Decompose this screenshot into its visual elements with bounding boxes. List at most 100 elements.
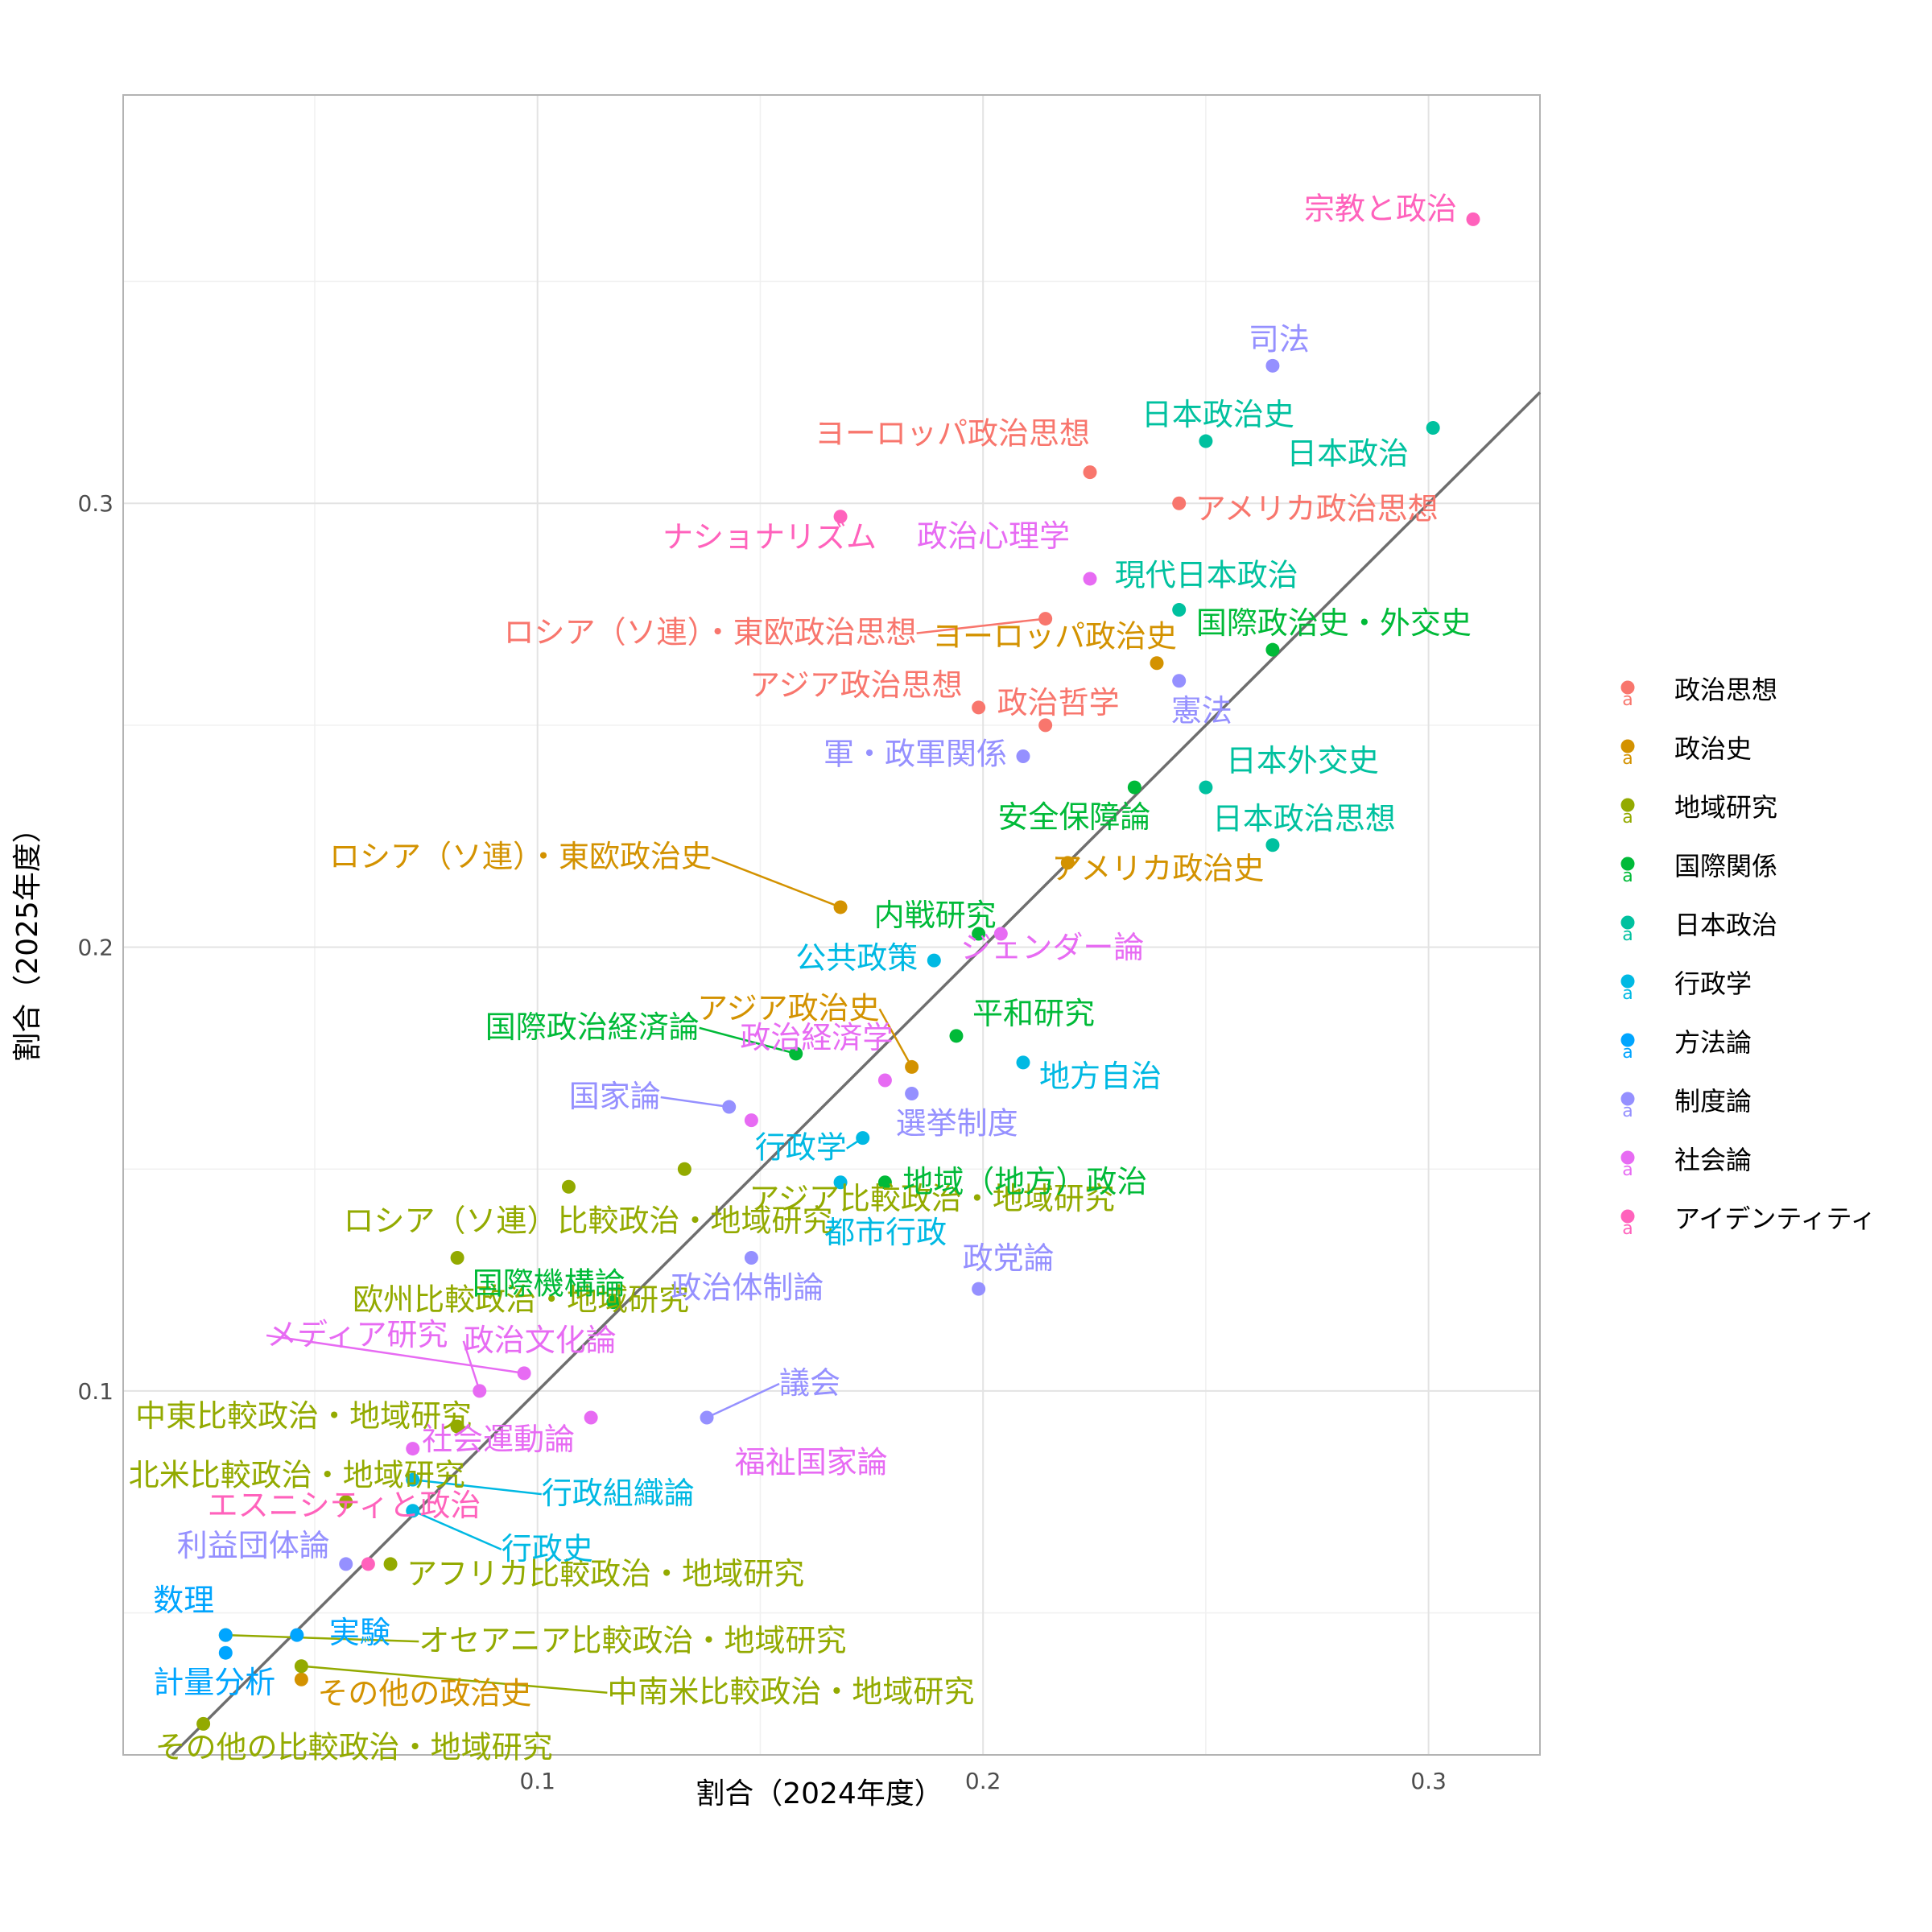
legend-key (1620, 1150, 1635, 1165)
legend-key-glyph: a (1622, 866, 1633, 886)
point-label: 政治体制論 (671, 1270, 824, 1306)
y-axis-title: 割合（2025年度） (11, 814, 44, 1062)
label-connector (916, 617, 1046, 634)
label-connectors (225, 617, 1046, 1694)
point-label: 中東比較政治・地域研究 (135, 1398, 472, 1434)
label-connector (706, 1382, 780, 1419)
point-label: ロシア（ソ連）・東欧政治思想 (504, 615, 917, 650)
label-connector (711, 856, 841, 909)
data-point (517, 1366, 531, 1381)
data-point (1038, 612, 1053, 626)
point-label: メディア研究 (266, 1317, 448, 1352)
legend-key-glyph: a (1622, 1101, 1633, 1121)
point-label: 司法 (1249, 321, 1310, 357)
data-point (339, 1557, 353, 1571)
x-axis-title: 割合（2024年度） (696, 1777, 943, 1810)
data-point (833, 510, 848, 524)
legend-key (1620, 1033, 1635, 1047)
identity-line (171, 391, 1542, 1757)
reference-line (171, 391, 1542, 1757)
data-point (218, 1628, 233, 1642)
point-label: 国家論 (569, 1079, 661, 1114)
data-point (993, 927, 1008, 941)
data-point (339, 1495, 353, 1509)
data-point (450, 1419, 464, 1434)
point-label: 議会 (779, 1365, 840, 1401)
point-label: 政党論 (963, 1241, 1055, 1276)
data-point (1265, 358, 1280, 373)
point-label: アメリカ政治思想 (1195, 491, 1439, 526)
label-connector (699, 1026, 797, 1055)
data-point (361, 1557, 375, 1571)
data-point (584, 1410, 598, 1425)
point-label: アジア政治思想 (749, 667, 962, 703)
legend-key-glyph: a (1622, 1042, 1633, 1063)
point-label: アメリカ政治史 (1051, 851, 1264, 886)
legend-label: 方法論 (1674, 1027, 1752, 1058)
point-label: アジア比較政治・地域研究 (749, 1181, 1114, 1216)
data-point (722, 1100, 737, 1114)
point-label: 欧州比較政治・地域研究 (353, 1282, 689, 1318)
point-label: ジェンダー論 (960, 930, 1144, 965)
legend-key-glyph: a (1622, 925, 1633, 945)
data-point (789, 1046, 803, 1061)
data-point (1466, 212, 1480, 226)
legend-key-glyph: a (1622, 1160, 1633, 1180)
point-label: 軍・政軍関係 (824, 736, 1007, 771)
data-points (196, 212, 1480, 1731)
point-label: 北米比較政治・地域研究 (129, 1458, 465, 1493)
legend-key-glyph: a (1622, 749, 1633, 769)
point-label: 地域（地方）政治 (902, 1164, 1147, 1199)
label-connector (225, 1633, 419, 1643)
point-label: ヨーロッパ政治思想 (815, 416, 1090, 452)
data-point (877, 1073, 892, 1088)
x-tick-label: 0.3 (1410, 1768, 1447, 1794)
data-point (1016, 1055, 1030, 1070)
legend-key (1620, 974, 1635, 989)
axes: 割合（2024年度） 割合（2025年度） 0.1 0.2 0.3 0.1 0.2 0.3 (11, 490, 1447, 1810)
label-connector (878, 1008, 913, 1068)
point-label: 数理 (153, 1583, 214, 1618)
label-connector (660, 1096, 729, 1108)
label-connector (266, 1334, 525, 1375)
legend-key (1620, 739, 1635, 753)
data-point (1426, 421, 1440, 436)
data-point (972, 1282, 986, 1296)
point-label: 政治経済学 (740, 1020, 893, 1055)
point-label: 中南米比較政治・地域研究 (607, 1674, 974, 1710)
point-label: 日本政治思想 (1212, 801, 1396, 836)
data-point (561, 1179, 576, 1194)
point-label: 宗教と政治 (1304, 191, 1457, 226)
data-point (972, 927, 986, 941)
data-point (1265, 838, 1280, 852)
data-point (744, 1113, 758, 1128)
point-label: 社会運動論 (422, 1422, 575, 1457)
point-label: オセアニア比較政治・地域研究 (419, 1623, 846, 1658)
point-label: 行政史 (502, 1531, 593, 1567)
legend: a 政治思想 a 政治史 a 地域研究 a 国際関係 a 日本政治 a 行政学 a 方法論 a 制度論 a 社会論… (1620, 675, 1876, 1239)
point-label: 日本政治史 (1141, 397, 1294, 432)
data-point (1199, 434, 1213, 448)
data-point (1083, 465, 1097, 480)
data-point (1083, 572, 1097, 586)
point-label: 憲法 (1171, 693, 1232, 729)
data-point (877, 1175, 892, 1190)
point-label: 実験 (329, 1615, 390, 1650)
data-point (218, 1645, 233, 1660)
point-label: 政治哲学 (997, 685, 1120, 720)
x-tick-label: 0.1 (519, 1768, 555, 1794)
legend-label: アイデンティティ (1674, 1203, 1876, 1234)
label-connector (412, 1478, 542, 1496)
point-label: ナショナリズム (663, 519, 877, 555)
legend-key (1620, 798, 1635, 812)
data-point (700, 1410, 714, 1425)
data-point (294, 1672, 308, 1686)
data-point (1265, 642, 1280, 657)
data-point (606, 1295, 621, 1310)
data-point (677, 1162, 691, 1176)
legend-key (1620, 1092, 1635, 1106)
legend-key-glyph: a (1622, 1219, 1633, 1239)
legend-key-glyph: a (1622, 807, 1633, 828)
data-point (905, 1087, 919, 1101)
